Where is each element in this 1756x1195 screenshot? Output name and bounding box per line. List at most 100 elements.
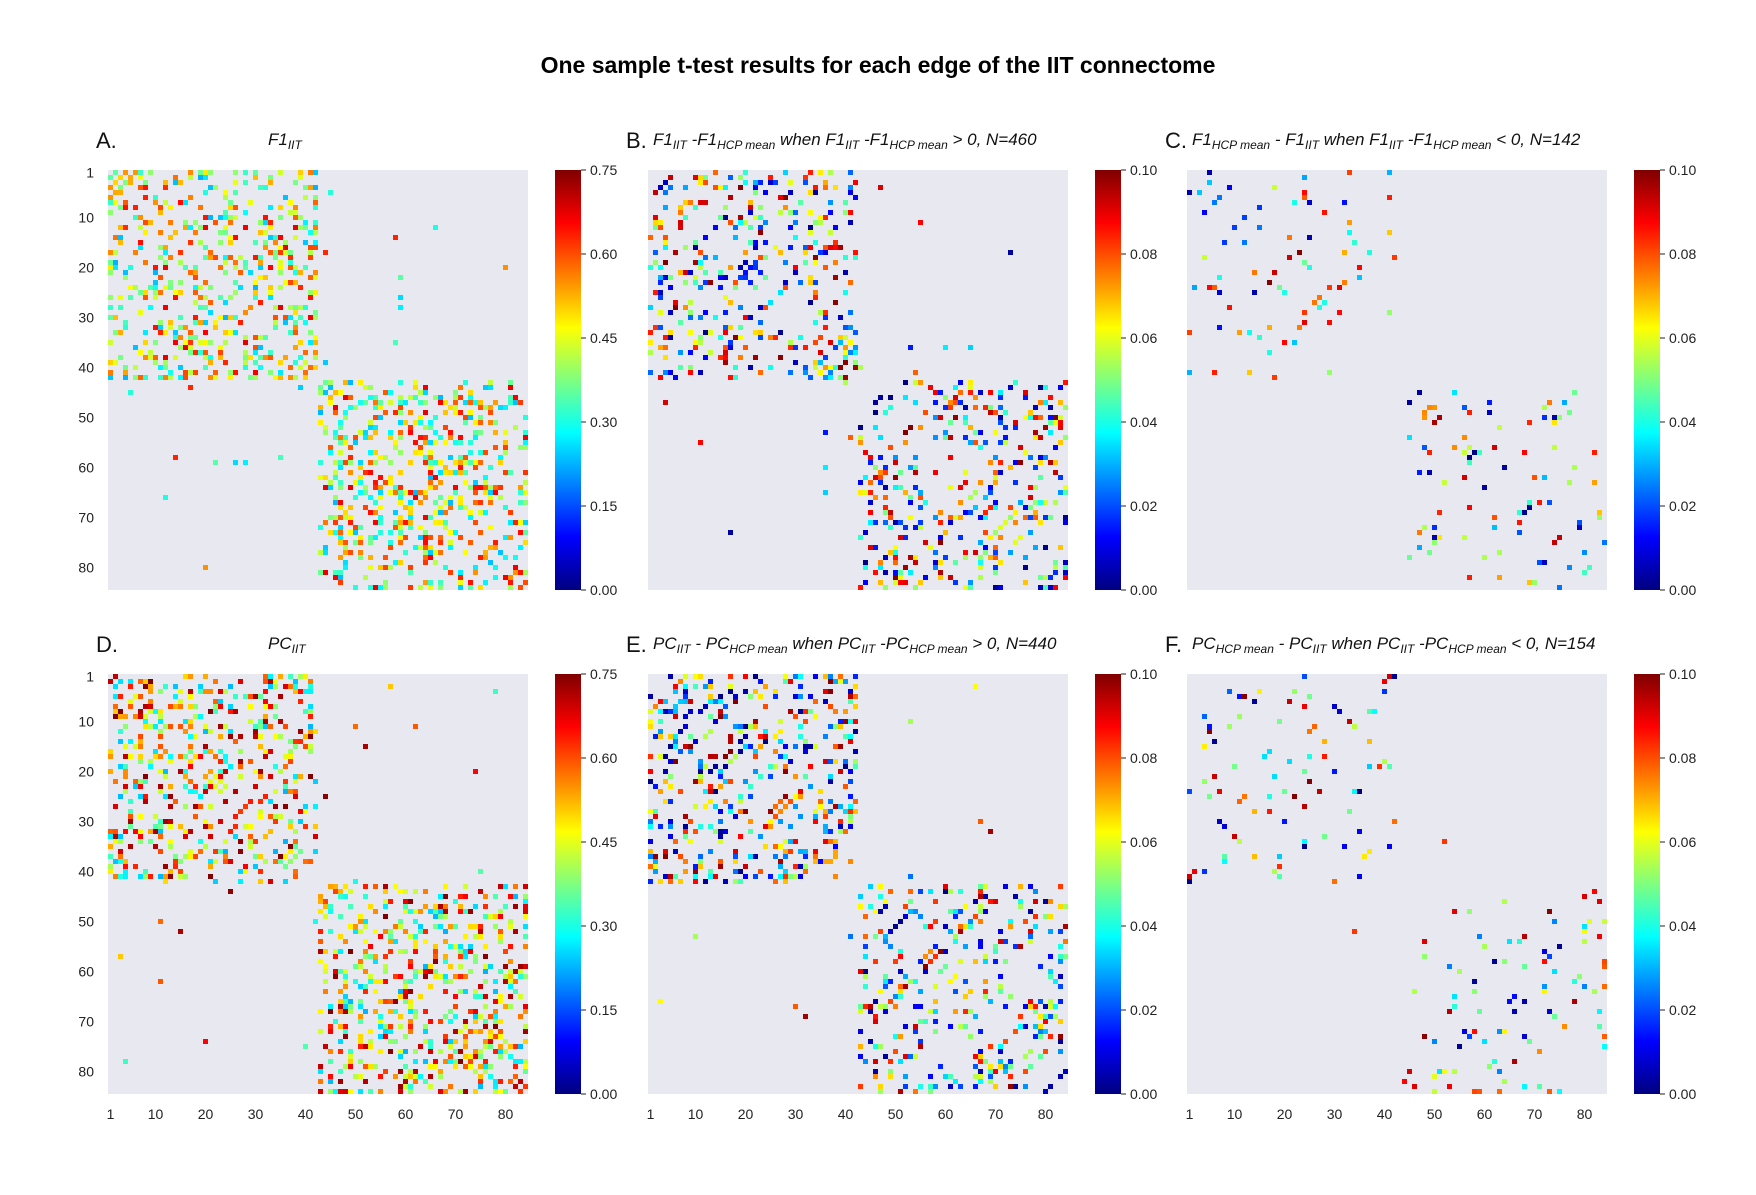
heatmap-cell <box>273 255 278 260</box>
heatmap-cell <box>508 1054 513 1059</box>
heatmap-cell <box>958 889 963 894</box>
heatmap-cell <box>748 280 753 285</box>
heatmap-cell <box>1267 809 1272 814</box>
heatmap-cell <box>138 185 143 190</box>
title-part: F1 <box>1192 130 1212 149</box>
heatmap-cell <box>303 375 308 380</box>
heatmap-cell <box>973 959 978 964</box>
heatmap-cell <box>763 220 768 225</box>
heatmap-cell <box>458 954 463 959</box>
heatmap-cell <box>758 734 763 739</box>
heatmap-cell <box>1267 325 1272 330</box>
heatmap-cell <box>208 255 213 260</box>
heatmap-cell <box>398 540 403 545</box>
heatmap-cell <box>688 300 693 305</box>
heatmap-cell <box>113 804 118 809</box>
heatmap-cell <box>1033 1009 1038 1014</box>
heatmap-cell <box>503 964 508 969</box>
heatmap-cell <box>653 814 658 819</box>
title-part: PC <box>1192 634 1216 653</box>
heatmap-cell <box>223 215 228 220</box>
heatmap-cell <box>1272 185 1277 190</box>
heatmap-cell <box>488 1014 493 1019</box>
heatmap-cell <box>973 490 978 495</box>
heatmap-cell <box>228 684 233 689</box>
heatmap-cell <box>473 485 478 490</box>
heatmap-cell <box>873 465 878 470</box>
heatmap-cell <box>438 510 443 515</box>
heatmap-cell <box>408 395 413 400</box>
heatmap-cell <box>818 859 823 864</box>
heatmap-cell <box>278 375 283 380</box>
heatmap-cell <box>393 485 398 490</box>
heatmap-cell <box>648 709 653 714</box>
heatmap-cell <box>758 270 763 275</box>
heatmap-cell <box>503 979 508 984</box>
heatmap-cell <box>408 1019 413 1024</box>
heatmap-cell <box>773 335 778 340</box>
heatmap-cell <box>383 979 388 984</box>
heatmap-cell <box>798 814 803 819</box>
heatmap-cell <box>368 555 373 560</box>
heatmap-cell <box>653 225 658 230</box>
y-tick-label: 1 <box>86 669 94 685</box>
heatmap-cell <box>233 290 238 295</box>
heatmap-cell <box>823 365 828 370</box>
heatmap-cell <box>433 395 438 400</box>
heatmap-cell <box>333 1019 338 1024</box>
heatmap-cell <box>1497 425 1502 430</box>
heatmap-background <box>1187 674 1607 1094</box>
heatmap-cell <box>128 180 133 185</box>
heatmap-cell <box>208 709 213 714</box>
heatmap-cell <box>403 490 408 495</box>
heatmap-cell <box>388 530 393 535</box>
heatmap-cell <box>1367 709 1372 714</box>
heatmap-cell <box>383 904 388 909</box>
heatmap-cell <box>368 565 373 570</box>
heatmap-cell <box>1053 1004 1058 1009</box>
heatmap-cell <box>163 200 168 205</box>
heatmap-cell <box>663 180 668 185</box>
heatmap-cell <box>813 699 818 704</box>
heatmap-cell <box>803 854 808 859</box>
heatmap-cell <box>303 1044 308 1049</box>
heatmap-cell <box>253 375 258 380</box>
heatmap-cell <box>788 210 793 215</box>
heatmap-cell <box>418 929 423 934</box>
heatmap-cell <box>323 989 328 994</box>
heatmap-cell <box>683 869 688 874</box>
heatmap-cell <box>413 495 418 500</box>
heatmap-cell <box>763 684 768 689</box>
heatmap-cell <box>318 1009 323 1014</box>
heatmap-cell <box>243 335 248 340</box>
heatmap-cell <box>733 849 738 854</box>
heatmap-cell <box>1033 500 1038 505</box>
heatmap-cell <box>153 360 158 365</box>
heatmap-cell <box>338 535 343 540</box>
heatmap-cell <box>293 270 298 275</box>
heatmap-cell <box>473 954 478 959</box>
heatmap-cell <box>978 1029 983 1034</box>
heatmap-cell <box>393 884 398 889</box>
heatmap-cell <box>963 904 968 909</box>
heatmap-cell <box>678 320 683 325</box>
heatmap-cell <box>743 220 748 225</box>
heatmap-cell <box>993 555 998 560</box>
heatmap-cell <box>288 754 293 759</box>
heatmap-cell <box>1048 415 1053 420</box>
heatmap-cell <box>658 879 663 884</box>
heatmap-cell <box>1287 699 1292 704</box>
heatmap-cell <box>898 1089 903 1094</box>
heatmap-cell <box>468 1054 473 1059</box>
heatmap-cell <box>903 490 908 495</box>
heatmap-cell <box>298 739 303 744</box>
heatmap-cell <box>143 295 148 300</box>
heatmap-cell <box>163 180 168 185</box>
heatmap-cell <box>1602 964 1607 969</box>
heatmap-cell <box>513 1044 518 1049</box>
heatmap-cell <box>753 769 758 774</box>
heatmap-cell <box>523 490 528 495</box>
heatmap-cell <box>158 320 163 325</box>
heatmap-cell <box>1058 415 1063 420</box>
